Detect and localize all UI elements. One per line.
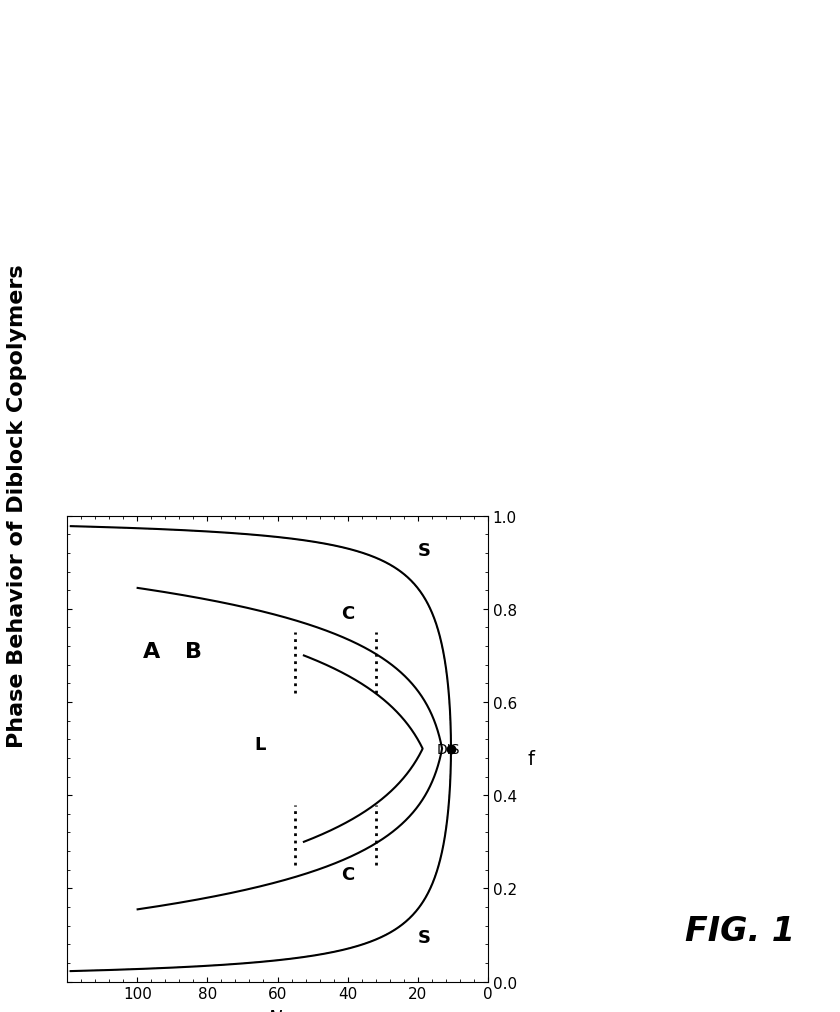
Text: A: A <box>143 642 160 662</box>
Text: B: B <box>185 642 202 662</box>
Text: S: S <box>417 928 431 946</box>
Text: L: L <box>254 735 265 753</box>
Text: FIG. 1: FIG. 1 <box>685 915 794 947</box>
Text: C: C <box>340 865 354 883</box>
Text: Phase Behavior of Diblock Copolymers: Phase Behavior of Diblock Copolymers <box>7 264 27 748</box>
Text: DIS: DIS <box>436 742 459 756</box>
Text: C: C <box>340 604 354 622</box>
Y-axis label: f: f <box>527 749 533 768</box>
Text: S: S <box>417 541 431 560</box>
X-axis label: $\chi N_{60}$: $\chi N_{60}$ <box>255 1007 300 1012</box>
